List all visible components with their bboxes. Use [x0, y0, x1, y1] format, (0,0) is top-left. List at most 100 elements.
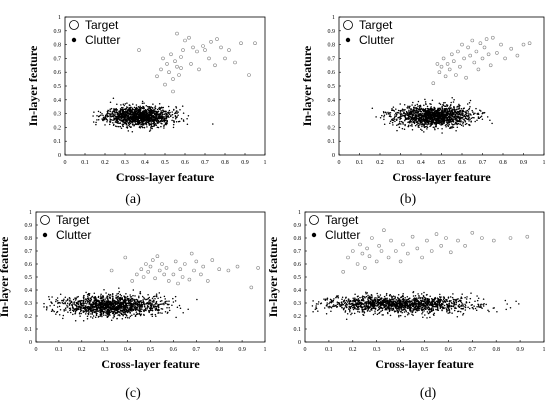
clutter-point — [187, 308, 189, 310]
clutter-point — [403, 128, 406, 131]
clutter-point — [448, 122, 451, 124]
clutter-point — [151, 107, 154, 109]
clutter-point — [144, 123, 147, 125]
clutter-point — [466, 109, 469, 112]
clutter-point — [154, 303, 156, 306]
clutter-point — [116, 119, 119, 122]
clutter-point — [435, 125, 437, 128]
clutter-point — [155, 295, 158, 298]
clutter-point — [452, 126, 455, 128]
clutter-point — [135, 311, 138, 313]
clutter-point — [69, 302, 71, 305]
clutter-point — [424, 117, 427, 120]
clutter-point — [128, 125, 131, 128]
y-tick-label: 0.3 — [25, 301, 33, 307]
x-tick-label: 0 — [35, 347, 38, 353]
clutter-point — [445, 126, 447, 128]
clutter-point — [155, 293, 158, 295]
target-point — [153, 276, 157, 281]
target-point — [474, 49, 479, 54]
clutter-point — [375, 116, 377, 118]
clutter-point — [454, 122, 457, 124]
clutter-point — [161, 112, 163, 115]
clutter-point — [154, 105, 157, 107]
y-tick-label: 0.8 — [54, 43, 62, 49]
clutter-point — [468, 101, 471, 104]
clutter-point — [102, 114, 104, 117]
clutter-point — [172, 116, 174, 119]
clutter-point — [93, 298, 96, 300]
clutter-point — [406, 114, 408, 117]
clutter-point — [165, 114, 167, 116]
clutter-point — [96, 304, 98, 307]
clutter-point — [412, 298, 415, 300]
target-point — [197, 67, 201, 72]
clutter-point — [77, 300, 79, 303]
clutter-point — [449, 104, 452, 107]
target-point — [454, 73, 458, 77]
clutter-point — [139, 122, 142, 124]
clutter-point — [155, 122, 157, 125]
y-axis-label: In-layer feature — [26, 45, 40, 126]
clutter-point — [172, 126, 175, 129]
target-point — [509, 46, 514, 51]
clutter-point — [126, 316, 129, 319]
clutter-point — [166, 300, 168, 303]
x-tick-label: 0 — [338, 160, 341, 166]
clutter-point — [141, 295, 144, 298]
clutter-point — [90, 297, 92, 299]
clutter-point — [410, 118, 412, 121]
clutter-point — [435, 112, 437, 114]
clutter-point — [383, 114, 386, 116]
clutter-point — [116, 117, 118, 120]
clutter-point — [146, 108, 149, 111]
clutter-point — [419, 109, 421, 111]
clutter-point — [420, 116, 423, 118]
clutter-point — [161, 120, 164, 123]
x-tick-label: 0.7 — [479, 160, 487, 166]
clutter-point — [125, 108, 128, 110]
clutter-point — [85, 291, 87, 294]
x-tick-label: 0 — [64, 160, 67, 166]
clutter-point — [65, 300, 67, 302]
clutter-point — [461, 114, 464, 116]
clutter-point — [114, 117, 117, 120]
clutter-point — [358, 311, 361, 313]
clutter-point — [408, 114, 410, 116]
x-tick-label: 0.5 — [161, 160, 169, 166]
legend-target-marker — [343, 20, 353, 30]
clutter-point — [97, 119, 100, 121]
clutter-point — [121, 305, 123, 307]
clutter-point — [110, 308, 113, 311]
clutter-point — [460, 124, 463, 127]
clutter-point — [418, 113, 420, 115]
clutter-point — [129, 126, 132, 129]
clutter-point — [123, 295, 126, 298]
clutter-point — [137, 119, 139, 122]
clutter-point — [100, 304, 103, 306]
y-tick-label: 0.5 — [54, 84, 62, 90]
clutter-point — [451, 96, 453, 99]
x-tick-label: 0.4 — [124, 347, 132, 353]
clutter-point — [155, 111, 157, 113]
clutter-point — [164, 112, 167, 114]
clutter-point — [150, 106, 152, 109]
clutter-point — [131, 303, 134, 305]
clutter-point — [477, 116, 480, 118]
clutter-point — [422, 112, 424, 115]
clutter-point — [145, 302, 147, 305]
clutter-point — [163, 115, 165, 118]
clutter-point — [462, 122, 464, 125]
clutter-point — [172, 123, 175, 126]
clutter-point — [118, 119, 121, 121]
clutter-point — [118, 300, 120, 302]
clutter-point — [141, 125, 143, 128]
clutter-point — [128, 104, 131, 106]
clutter-point — [94, 308, 97, 311]
clutter-point — [143, 113, 145, 116]
clutter-point — [122, 123, 125, 126]
clutter-point — [451, 115, 454, 118]
clutter-point — [423, 118, 425, 121]
clutter-point — [79, 302, 81, 304]
clutter-point — [395, 113, 398, 116]
